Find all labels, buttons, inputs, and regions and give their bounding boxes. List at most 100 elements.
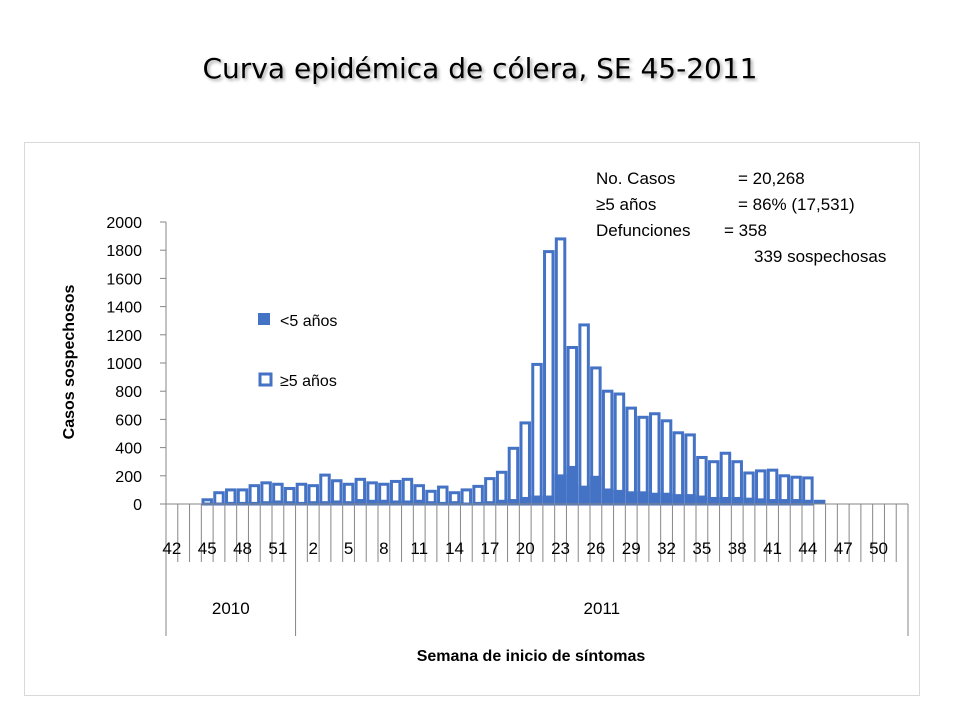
x-tick-label: 38: [728, 539, 747, 558]
bar-under5: [790, 499, 802, 504]
bar-under5: [660, 492, 673, 504]
bar-over5: [601, 389, 614, 506]
bar-over5: [554, 237, 567, 506]
bar-over5: [342, 482, 355, 506]
bar-under5: [378, 499, 390, 504]
y-tick-label: 1000: [106, 356, 142, 373]
bar-over5: [484, 477, 496, 506]
legend: <5 años ≥5 años: [258, 313, 337, 390]
y-tick-label: 2000: [106, 215, 142, 232]
bar-under5: [566, 465, 579, 504]
bar-over5: [519, 421, 531, 506]
bar-under5: [649, 492, 661, 504]
slide-title: Curva epidémica de cólera, SE 45-2011: [202, 52, 758, 85]
bar-over5: [495, 470, 508, 506]
bar-under5: [472, 501, 484, 504]
y-tick-label: 400: [115, 441, 142, 458]
x-tick-label: 29: [622, 539, 641, 558]
bar-over5: [472, 484, 484, 506]
stats-value: = 20,268: [738, 169, 805, 188]
bar-under5: [295, 501, 308, 504]
y-tick-label: 1800: [106, 243, 142, 260]
x-tick-label: 48: [233, 539, 252, 558]
y-tick-label: 800: [115, 384, 142, 401]
bar-under5: [307, 501, 319, 504]
y-tick-label: 200: [115, 469, 142, 486]
bar-under5: [519, 496, 531, 504]
stats-row-over5: ≥5 años = 86% (17,531): [596, 192, 956, 218]
y-tick-label: 0: [133, 497, 142, 514]
bars-layer: [201, 237, 826, 506]
bar-under5: [331, 500, 343, 504]
bar-under5: [413, 499, 425, 504]
x-tick-label: 5: [344, 539, 353, 558]
year-group-label: 2010: [212, 599, 250, 618]
bar-under5: [248, 501, 261, 504]
bar-over5: [766, 468, 779, 506]
bar-under5: [236, 501, 249, 504]
stats-label: ≥5 años: [596, 195, 657, 214]
bar-under5: [531, 495, 543, 504]
x-tick-label: 44: [798, 539, 817, 558]
bar-under5: [543, 495, 555, 504]
bar-over5: [507, 446, 520, 506]
x-tick-label: 8: [379, 539, 388, 558]
x-tick-label: 20: [516, 539, 535, 558]
x-tick-label: 50: [869, 539, 888, 558]
bar-under5: [778, 499, 791, 504]
bar-under5: [766, 499, 779, 504]
y-tick-label: 1400: [106, 300, 142, 317]
bar-over5: [295, 482, 308, 506]
bar-over5: [625, 406, 637, 506]
bar-under5: [707, 496, 720, 504]
legend-label-over5: ≥5 años: [280, 373, 337, 390]
x-axis-label: Semana de inicio de síntomas: [417, 648, 646, 665]
bar-over5: [719, 451, 732, 506]
x-tick-label: 47: [834, 539, 853, 558]
legend-label-under5: <5 años: [280, 313, 337, 330]
bar-under5: [425, 501, 437, 504]
bar-over5: [672, 431, 685, 506]
bar-under5: [484, 501, 496, 504]
chart-frame: [24, 142, 920, 696]
bar-under5: [590, 475, 602, 504]
x-tick-label: 23: [551, 539, 570, 558]
bar-under5: [401, 500, 414, 504]
bar-over5: [637, 415, 649, 506]
bar-under5: [437, 501, 449, 504]
bar-under5: [696, 495, 708, 504]
stats-row-deaths: Defunciones = 358: [596, 218, 956, 244]
bar-under5: [354, 499, 367, 504]
stats-label: Defunciones: [596, 221, 691, 240]
bar-under5: [507, 499, 520, 504]
stats-value: = 86% (17,531): [738, 195, 855, 214]
bar-under5: [684, 494, 696, 504]
bar-under5: [213, 502, 225, 504]
year-group-label: 2011: [583, 599, 620, 618]
x-tick-label: 26: [586, 539, 605, 558]
bar-under5: [719, 496, 732, 504]
bar-under5: [260, 501, 272, 504]
x-tick-label: 51: [268, 539, 287, 558]
bar-under5: [460, 502, 473, 504]
stats-box: No. Casos = 20,268 ≥5 años = 86% (17,531…: [596, 166, 956, 270]
x-tick-label: 32: [657, 539, 676, 558]
stats-row-cases: No. Casos = 20,268: [596, 166, 956, 192]
bar-under5: [755, 498, 767, 504]
bar-over5: [319, 473, 331, 506]
bar-under5: [601, 488, 614, 504]
bar-over5: [660, 419, 673, 506]
bar-over5: [260, 481, 272, 506]
bar-under5: [743, 497, 755, 504]
x-tick-label: 41: [763, 539, 782, 558]
legend-swatch-over5: [258, 372, 273, 387]
bar-over5: [437, 485, 449, 506]
bar-over5: [543, 250, 555, 506]
bar-over5: [248, 484, 261, 506]
x-tick-label: 2: [308, 539, 317, 558]
bar-over5: [460, 488, 473, 506]
bar-over5: [578, 323, 590, 506]
x-tick-label: 35: [692, 539, 711, 558]
bar-under5: [625, 491, 637, 504]
